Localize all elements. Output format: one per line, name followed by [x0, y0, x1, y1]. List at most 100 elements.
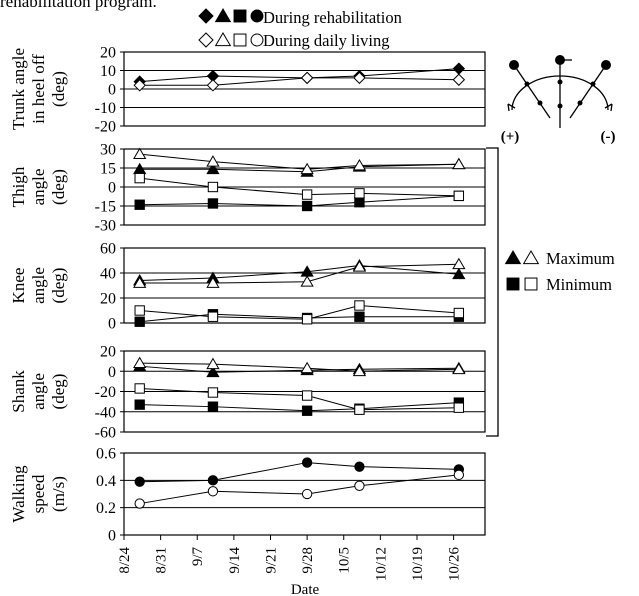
- data-point-circle-filled: [134, 476, 145, 487]
- y-axis-title-line: (deg): [49, 268, 68, 304]
- legend-daily-label: During daily living: [263, 31, 390, 50]
- panel-walking-speed: 0 0.2 0.4 0.6 Walking speed (m/s): [9, 446, 486, 545]
- data-point-circle-open: [207, 486, 219, 497]
- y-axis-title-line: angle: [29, 169, 48, 206]
- joint-left-1: [524, 81, 530, 87]
- legend-marker-triangle-filled: [504, 250, 522, 265]
- series-line: [139, 313, 459, 323]
- data-point-diamond-open: [353, 71, 366, 85]
- y-tick-label: 10: [100, 63, 116, 80]
- x-tick-label: 10/5: [337, 547, 353, 574]
- x-tick-label: 8/24: [117, 547, 133, 574]
- y-tick-label: 20: [100, 45, 116, 62]
- legend-maximum-label: Maximum: [546, 249, 615, 268]
- legend-marker-circle-filled: [250, 9, 264, 23]
- joint-left-2: [537, 100, 543, 106]
- data-point-square-open: [207, 181, 219, 193]
- sign-minus-label: (-): [601, 129, 616, 145]
- y-tick-label: 40: [100, 266, 116, 283]
- y-tick-label: 20: [100, 291, 116, 308]
- y-axis-title-line: Trunk angle: [9, 48, 28, 130]
- data-point-triangle-open: [206, 276, 220, 288]
- y-tick-label: -10: [95, 100, 116, 117]
- y-tick-label: -15: [95, 199, 116, 216]
- y-tick-label: -20: [95, 119, 116, 136]
- data-point-square-open: [354, 188, 365, 199]
- data-point-circle-filled: [207, 475, 219, 486]
- panel-knee-angle: 0 20 40 60 Knee angle (deg): [9, 241, 486, 333]
- series-line: [139, 195, 459, 207]
- y-axis-title-line: (deg): [49, 169, 68, 205]
- legend-rehab-markers: [198, 8, 264, 24]
- panel-group-bracket: [486, 147, 499, 437]
- data-point-square-filled: [207, 198, 219, 209]
- legend-marker-square-open: [233, 33, 247, 47]
- arc-arrow-left-head: [507, 103, 516, 109]
- data-point-triangle-filled: [206, 162, 220, 175]
- legend-daily-markers: [198, 32, 264, 48]
- top-caption: rehabilitation program.: [0, 0, 157, 11]
- y-tick-label: 0: [108, 364, 116, 381]
- data-point-triangle-open: [133, 147, 147, 159]
- y-axis-title-line: in heel off: [29, 54, 48, 124]
- data-point-square-filled: [207, 401, 219, 412]
- data-point-square-open: [301, 189, 313, 200]
- legend-marker-diamond-filled: [198, 8, 214, 24]
- segment-left: [513, 64, 551, 119]
- data-point-triangle-open: [452, 362, 466, 375]
- joint-center-2: [557, 103, 563, 109]
- data-point-diamond-open: [206, 79, 220, 92]
- x-tick-label: 10/26: [447, 547, 463, 582]
- data-point-square-open: [301, 314, 313, 325]
- y-axis-title-line: (deg): [49, 374, 68, 410]
- y-tick-label: 0: [108, 316, 116, 333]
- data-point-triangle-open: [206, 357, 220, 370]
- legend-marker-triangle-open: [214, 32, 232, 47]
- data-point-diamond-filled: [452, 62, 466, 75]
- y-tick-label: 20: [100, 344, 116, 361]
- legend-marker-square-filled: [506, 277, 520, 291]
- x-tick-label: 9/14: [227, 547, 243, 574]
- data-point-square-open: [301, 390, 313, 401]
- x-tick-label: 10/12: [373, 547, 389, 581]
- panel-shank-angle: -60 -40 -20 0 20 Shank angle (deg): [9, 344, 486, 442]
- data-point-triangle-filled: [206, 365, 220, 378]
- series-line: [139, 263, 459, 284]
- y-tick-label: -30: [95, 218, 116, 235]
- data-point-square-filled: [301, 405, 313, 416]
- y-axis-title-line: Shank: [9, 370, 28, 413]
- y-tick-label: 30: [100, 142, 116, 159]
- data-point-diamond-open: [133, 79, 146, 92]
- data-point-circle-open: [134, 498, 145, 509]
- y-axis-title-line: (m/s): [49, 476, 68, 512]
- data-point-square-open: [453, 307, 465, 319]
- y-tick-label: 0: [108, 180, 116, 197]
- data-point-triangle-open: [452, 157, 466, 170]
- y-tick-label: 0: [108, 528, 116, 545]
- y-tick-label: -20: [95, 384, 116, 401]
- angle-convention-diagram: (+) (-): [501, 55, 616, 145]
- data-point-circle-open: [301, 488, 313, 500]
- x-tick-label: 9/21: [263, 547, 279, 574]
- data-point-square-filled: [134, 399, 145, 410]
- y-tick-label: -40: [95, 404, 116, 421]
- data-point-triangle-filled: [133, 162, 147, 175]
- data-point-triangle-open: [352, 364, 367, 377]
- data-point-triangle-open: [300, 275, 314, 287]
- data-point-square-open: [134, 305, 145, 316]
- panel-thigh-angle: -30 -15 0 15 30 Thigh angle (deg): [9, 142, 486, 235]
- x-tick-label: 9/7: [190, 547, 206, 567]
- x-tick-label: 9/28: [300, 547, 316, 574]
- data-point-diamond-open: [300, 71, 314, 85]
- legend-marker-square-open: [524, 277, 538, 291]
- legend-marker-circle-open: [250, 33, 264, 47]
- data-point-square-open: [207, 311, 219, 322]
- y-tick-label: 60: [100, 241, 116, 258]
- legend-marker-square-filled: [233, 9, 247, 23]
- data-point-square-filled: [134, 316, 145, 327]
- data-point-square-open: [354, 300, 365, 311]
- data-point-triangle-open: [352, 260, 367, 272]
- data-point-diamond-open: [452, 73, 466, 86]
